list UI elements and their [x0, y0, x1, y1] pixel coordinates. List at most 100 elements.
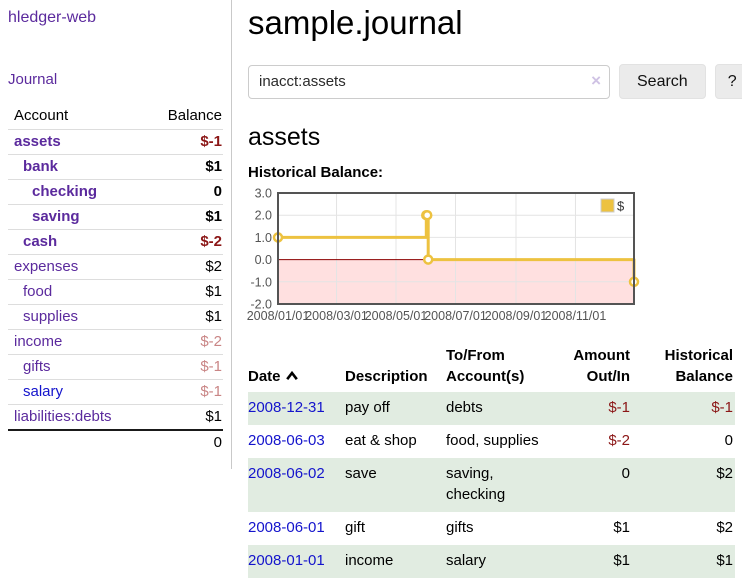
transaction-amount: $1: [549, 544, 638, 578]
x-axis-tick-label: 2008/11/01: [545, 309, 607, 323]
search-button[interactable]: Search: [619, 64, 706, 99]
accounts-header-balance: Balance: [148, 103, 223, 130]
transaction-date-link[interactable]: 2008-06-02: [248, 464, 325, 482]
page-title: sample.journal: [248, 4, 463, 41]
account-balance: $-1: [148, 379, 223, 405]
accounts-header-account: Account: [8, 103, 149, 130]
transaction-amount: $-2: [608, 431, 630, 449]
register-header-description: Description: [345, 343, 446, 392]
y-axis-tick-label: 0.0: [255, 253, 272, 267]
x-axis-tick-label: 2008/05/01: [365, 309, 428, 323]
register-header-label: Historical Balance: [664, 347, 733, 385]
transaction-accounts: saving, checking: [446, 457, 549, 512]
transaction-description: eat & shop: [345, 431, 417, 449]
register-header-date[interactable]: Date: [248, 343, 345, 392]
account-row: cash $-2: [8, 229, 223, 255]
x-axis-tick-label: 2008/01/01: [247, 309, 310, 323]
app-brand-link[interactable]: hledger-web: [8, 9, 97, 26]
register-header-label: Amount Out/In: [573, 347, 630, 385]
transaction-description: pay off: [345, 392, 446, 425]
account-row: liabilities:debts $1: [8, 404, 223, 430]
account-balance: $-1: [148, 354, 223, 380]
data-point-marker: [421, 209, 433, 221]
transaction-accounts: food, supplies: [446, 431, 539, 449]
main-content: sample.journal × Search ? assets Histori…: [232, 0, 742, 578]
account-link[interactable]: checking: [32, 183, 98, 200]
register-row: 2008-06-02 save saving, checking 0 $2: [248, 457, 735, 512]
transaction-balance: $-1: [638, 392, 735, 425]
transaction-accounts: debts: [446, 392, 549, 425]
account-balance: $1: [148, 304, 223, 330]
data-point-marker: [422, 254, 434, 265]
account-row: assets $-1: [8, 130, 223, 155]
account-row: salary $-1: [8, 379, 223, 405]
account-row: checking 0: [8, 179, 223, 205]
account-link[interactable]: gifts: [23, 358, 51, 375]
account-row: expenses $2: [8, 254, 223, 280]
y-axis-tick-label: 3.0: [255, 187, 272, 201]
register-row: 2008-12-31 pay off debts $-1 $-1: [248, 392, 735, 425]
accounts-total-balance: 0: [148, 429, 223, 455]
account-link[interactable]: expenses: [14, 258, 79, 275]
transaction-balance: $1: [638, 544, 735, 578]
account-link[interactable]: bank: [23, 158, 59, 175]
register-row: 2008-06-03 eat & shop food, supplies $-2 0: [248, 425, 735, 458]
account-row: supplies $1: [8, 304, 223, 330]
account-balance: $1: [148, 154, 223, 180]
account-link[interactable]: salary: [23, 383, 64, 400]
register-header-accounts: To/From Account(s): [446, 343, 549, 392]
account-row: income $-2: [8, 329, 223, 355]
account-link[interactable]: cash: [23, 233, 58, 250]
account-link[interactable]: liabilities:debts: [14, 408, 112, 425]
account-row: food $1: [8, 279, 223, 305]
transaction-description: save: [345, 457, 446, 512]
search-field-wrap: ×: [248, 64, 610, 99]
account-link[interactable]: assets: [14, 133, 61, 150]
account-row: saving $1: [8, 204, 223, 230]
transaction-date-link[interactable]: 2008-01-01: [248, 551, 325, 569]
account-link[interactable]: supplies: [23, 308, 79, 325]
y-axis-tick-label: 2.0: [255, 209, 272, 223]
clear-search-icon[interactable]: ×: [591, 70, 601, 90]
transaction-date-link[interactable]: 2008-06-03: [248, 431, 325, 449]
x-axis-tick-label: 2008/03/01: [305, 309, 368, 323]
chart-title: Historical Balance:: [248, 164, 384, 181]
accounts-header-row: Account Balance: [8, 103, 223, 130]
transaction-balance: $2: [638, 457, 735, 512]
account-heading: assets: [248, 123, 321, 151]
register-row: 2008-06-01 gift gifts $1 $2: [248, 512, 735, 545]
transaction-date-link[interactable]: 2008-12-31: [248, 399, 325, 416]
sort-ascending-icon[interactable]: [285, 370, 299, 381]
account-link[interactable]: food: [23, 283, 53, 300]
transaction-amount: 0: [549, 457, 638, 512]
transaction-balance: $2: [716, 519, 733, 536]
y-axis-tick-label: -2.0: [250, 298, 272, 312]
transaction-description: gift: [345, 519, 366, 536]
x-axis-tick-label: 2008/09/01: [485, 309, 548, 323]
register-header-amount: Amount Out/In: [549, 343, 638, 392]
nav-journal-link[interactable]: Journal: [8, 71, 58, 88]
account-link[interactable]: income: [14, 333, 63, 350]
plot-border: [277, 192, 635, 305]
transaction-date-link[interactable]: 2008-06-01: [248, 519, 325, 536]
help-button[interactable]: ?: [714, 64, 742, 99]
register-table: Date Description To/From Account(s) Amount …: [248, 343, 735, 578]
register-header-label: Description: [345, 368, 428, 385]
sidebar: hledger-web Journal Account Balance asse…: [0, 0, 232, 469]
register-row: 2008-01-01 income salary $1 $1: [248, 544, 735, 578]
transaction-amount: $1: [613, 519, 630, 536]
x-axis-tick-label: 2008/07/01: [424, 309, 487, 323]
search-input[interactable]: [248, 64, 610, 99]
account-balance: $-2: [148, 229, 223, 255]
account-balance: $-1: [200, 133, 222, 150]
transaction-balance: 0: [724, 431, 733, 449]
account-balance: $1: [148, 204, 223, 230]
account-balance: $2: [148, 254, 223, 280]
transaction-amount: $-1: [549, 392, 638, 425]
y-axis-tick-label: -1.0: [250, 275, 272, 289]
y-axis-tick-label: 1.0: [255, 231, 272, 245]
search-bar: × Search ?: [248, 64, 742, 99]
account-balance: $1: [148, 404, 223, 430]
account-link[interactable]: saving: [32, 208, 80, 225]
accounts-total-row: 0: [8, 429, 223, 455]
